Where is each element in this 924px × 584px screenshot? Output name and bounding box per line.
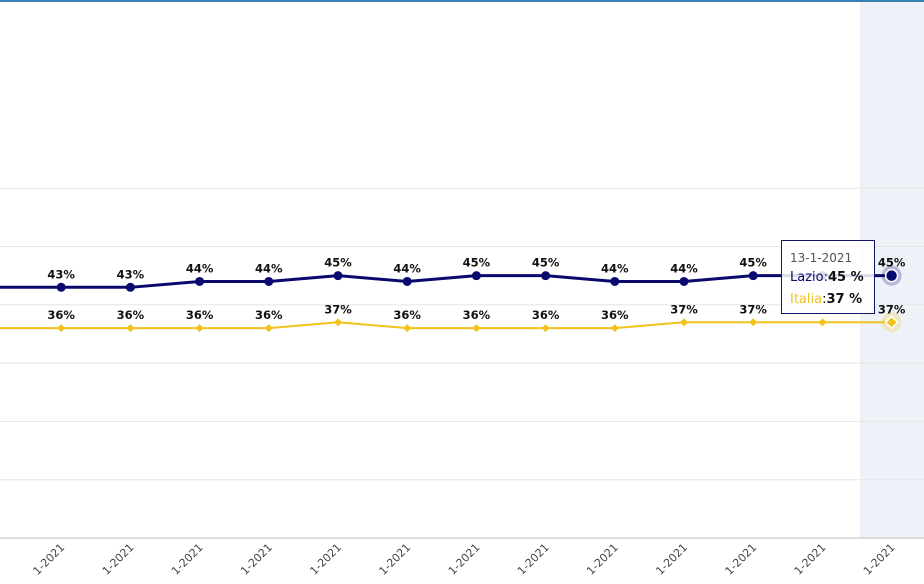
data-label-lazio: 44% [255, 261, 283, 275]
data-point-italia[interactable] [884, 315, 899, 330]
series-layer [0, 265, 902, 333]
series-line-lazio [0, 274, 892, 289]
data-point-lazio[interactable] [884, 268, 899, 283]
data-point-lazio[interactable] [748, 271, 758, 281]
x-tick-label: 1-2021 [653, 541, 690, 578]
x-tick-label: 1-2021 [307, 541, 344, 578]
tooltip-row-italia: Italia:37 % [790, 289, 866, 311]
data-label-lazio: 43% [47, 267, 75, 281]
data-label-italia: 36% [47, 308, 75, 322]
tooltip-series-lazio: Lazio [790, 270, 824, 285]
data-label-lazio: 44% [186, 261, 214, 275]
x-tick-label: 1-2021 [446, 541, 483, 578]
data-label-lazio: 45% [878, 256, 906, 270]
x-tick-label: 1-2021 [515, 541, 552, 578]
data-point-italia[interactable] [334, 318, 342, 327]
data-label-italia: 37% [324, 302, 352, 316]
data-point-italia[interactable] [264, 324, 273, 333]
data-label-italia: 37% [878, 302, 906, 316]
data-point-lazio[interactable] [679, 276, 689, 286]
data-point-italia[interactable] [57, 324, 66, 333]
data-label-italia: 36% [393, 308, 421, 322]
tooltip-row-lazio: Lazio:45 % [790, 267, 866, 289]
data-label-lazio: 45% [463, 256, 491, 270]
x-tick-label: 1-2021 [723, 541, 760, 578]
grid-lines [0, 187, 924, 481]
series-line-italia [0, 321, 892, 330]
data-label-lazio: 44% [393, 261, 421, 275]
x-tick-label: 1-2021 [169, 541, 206, 578]
data-label-italia: 37% [670, 302, 698, 316]
x-tick-label: 1-2021 [377, 541, 414, 578]
data-point-lazio[interactable] [402, 276, 412, 286]
data-label-italia: 36% [186, 308, 214, 322]
data-point-lazio[interactable] [125, 282, 135, 292]
tooltip-series-italia: Italia [790, 292, 823, 307]
data-label-lazio: 45% [739, 256, 767, 270]
data-label-lazio: 45% [324, 256, 352, 270]
data-label-italia: 36% [601, 308, 629, 322]
tooltip-value-lazio: 45 % [828, 270, 864, 285]
tooltip: 13-1-2021 Lazio:45 % Italia:37 % [781, 240, 875, 314]
data-point-lazio[interactable] [264, 276, 274, 286]
data-point-italia[interactable] [541, 324, 550, 333]
x-tick-label: 1-2021 [100, 541, 137, 578]
data-label-italia: 36% [463, 308, 491, 322]
x-tick-label: 1-2021 [792, 541, 829, 578]
data-label-lazio: 44% [670, 261, 698, 275]
x-axis-ticks: 1-2021 1-2021 1-2021 1-2021 1-2021 1-2021 1-20… [31, 541, 898, 578]
x-tick-label: 1-2021 [584, 541, 621, 578]
x-tick-label: 1-2021 [31, 541, 68, 578]
x-tick-label: 1-2021 [861, 541, 898, 578]
tooltip-date: 13-1-2021 [790, 251, 853, 265]
data-point-italia[interactable] [818, 318, 827, 327]
x-tick-label: 1-2021 [238, 541, 275, 578]
data-label-italia: 36% [532, 308, 560, 322]
data-point-lazio[interactable] [56, 282, 66, 292]
data-point-italia[interactable] [195, 324, 204, 333]
data-label-lazio: 43% [117, 267, 145, 281]
tooltip-value-italia: 37 % [826, 292, 863, 307]
data-point-lazio[interactable] [610, 276, 620, 286]
data-label-lazio: 44% [601, 261, 629, 275]
data-point-italia[interactable] [610, 324, 619, 333]
data-label-italia: 37% [739, 302, 767, 316]
data-point-italia[interactable] [403, 324, 412, 333]
data-point-lazio[interactable] [541, 271, 551, 281]
tooltip-sep: : [823, 270, 828, 285]
data-point-italia[interactable] [749, 318, 758, 327]
data-point-lazio[interactable] [195, 276, 205, 286]
data-label-lazio: 45% [532, 256, 560, 270]
data-point-italia[interactable] [680, 318, 688, 327]
data-point-italia[interactable] [126, 324, 135, 333]
tooltip-sep: : [822, 292, 827, 307]
top-border [0, 0, 924, 2]
data-point-italia[interactable] [472, 324, 481, 333]
data-label-italia: 36% [255, 308, 283, 322]
data-label-italia: 36% [117, 308, 145, 322]
data-point-lazio[interactable] [333, 271, 343, 281]
data-point-lazio[interactable] [471, 271, 481, 281]
data-labels: %43%43%44%44%45%44%45%45%44%44%45%45%%36… [47, 256, 906, 322]
